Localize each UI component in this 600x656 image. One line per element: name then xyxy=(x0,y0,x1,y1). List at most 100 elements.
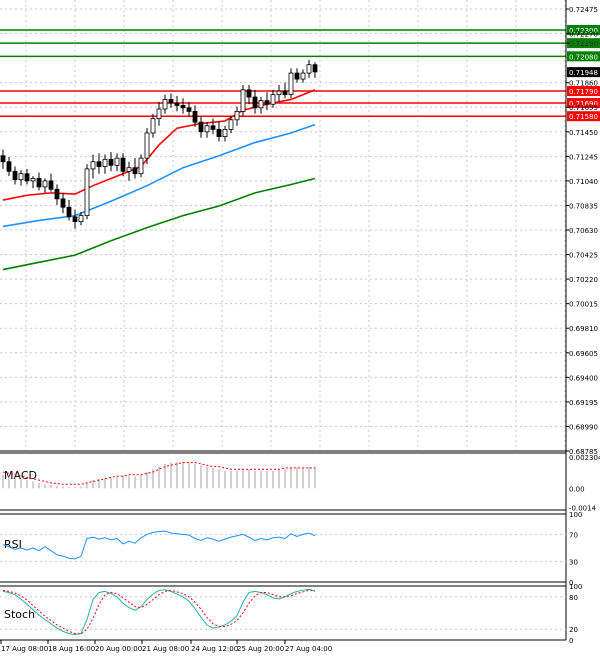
candle-body xyxy=(264,100,270,105)
price-tick-label: 0.71040 xyxy=(569,178,598,186)
candle-body xyxy=(156,108,162,120)
candle-body xyxy=(216,128,222,137)
time-tick-label: 17 Aug 08:00 xyxy=(1,645,48,653)
candle-body xyxy=(258,100,264,109)
candle-body xyxy=(288,72,294,96)
candle-body xyxy=(12,170,18,181)
candle-body xyxy=(54,188,60,200)
candle-body xyxy=(36,178,42,188)
candle-body xyxy=(192,111,198,123)
macd-tick-label: -0.0014 xyxy=(569,504,597,512)
price-tick-label: 0.72475 xyxy=(569,6,598,14)
stoch-tick-label: 100 xyxy=(569,583,582,591)
candle-body xyxy=(210,125,216,130)
time-tick-label: 24 Aug 12:00 xyxy=(191,645,238,653)
candle-body xyxy=(120,157,126,172)
price-tick-label: 0.70220 xyxy=(569,276,598,284)
price-tick-label: 0.72270 xyxy=(569,31,598,39)
last-price-label: 0.71948 xyxy=(569,69,598,77)
candle-body xyxy=(138,157,144,175)
price-tick-label: 0.69400 xyxy=(569,374,598,382)
candle-body xyxy=(30,178,36,182)
price-tick-label: 0.69195 xyxy=(569,399,598,407)
price-tick-label: 0.71655 xyxy=(569,104,598,112)
candle-body xyxy=(228,119,234,130)
level-label: 0.71690 xyxy=(569,100,598,108)
level-label-box xyxy=(567,86,600,97)
level-label: 0.72300 xyxy=(569,27,598,35)
candle-body xyxy=(90,161,96,170)
level-label: 0.71790 xyxy=(569,88,598,96)
candle-body xyxy=(168,99,174,104)
candle-body xyxy=(312,64,318,73)
ma-line xyxy=(2,123,316,228)
candle-body xyxy=(186,107,192,112)
candle-body xyxy=(6,161,12,172)
rsi-line xyxy=(2,530,316,560)
price-tick-label: 0.70015 xyxy=(569,301,598,309)
level-label: 0.72190 xyxy=(569,40,598,48)
stoch-signal-line xyxy=(2,589,315,635)
level-label: 0.71580 xyxy=(569,113,598,121)
candle-body xyxy=(234,111,240,121)
macd-tick-label: 0.00 xyxy=(569,485,585,493)
candle-body xyxy=(276,90,282,96)
price-tick-label: 0.70835 xyxy=(569,202,598,210)
rsi-tick-label: 70 xyxy=(569,531,578,539)
price-tick-label: 0.69605 xyxy=(569,350,598,358)
candle-body xyxy=(108,158,114,166)
candles xyxy=(0,59,318,229)
price-tick-label: 0.70425 xyxy=(569,252,598,260)
time-tick-label: 27 Aug 04:00 xyxy=(285,645,332,653)
candle-body xyxy=(126,167,132,172)
candle-body xyxy=(60,198,66,208)
candle-body xyxy=(42,180,48,188)
price-tick-label: 0.71450 xyxy=(569,129,598,137)
candle-body xyxy=(150,118,156,134)
candle-body xyxy=(174,102,180,106)
level-lines: 0.72300 0.72190 0.72080 0.71790 0.71690 0.715… xyxy=(0,24,600,122)
rsi-pane: RSI 100 70 30 0 xyxy=(0,511,582,587)
price-tick-label: 0.71245 xyxy=(569,153,598,161)
stoch-main-line xyxy=(2,588,316,636)
grid xyxy=(0,0,566,452)
candle-body xyxy=(270,94,276,105)
candle-body xyxy=(294,72,300,80)
price-tick-label: 0.72190 xyxy=(569,40,598,48)
candle-body xyxy=(306,64,312,74)
candle-body xyxy=(252,96,258,109)
candle-body xyxy=(114,157,120,166)
candle-body xyxy=(180,105,186,109)
candle-body xyxy=(0,155,6,163)
macd-signal-line xyxy=(2,462,315,485)
candle-body xyxy=(282,90,288,96)
candle-body xyxy=(246,89,252,98)
price-pane-background xyxy=(0,0,566,451)
rsi-tick-label: 30 xyxy=(569,559,578,567)
level-label: 0.72080 xyxy=(569,53,598,61)
last-price-box xyxy=(567,67,600,78)
pane-frames xyxy=(0,450,566,641)
time-tick-label: 21 Aug 08:00 xyxy=(142,645,189,653)
price-tick-label: 0.70630 xyxy=(569,227,598,235)
macd-tick-label: 0.002304 xyxy=(569,454,600,462)
time-tick-label: 25 Aug 20:00 xyxy=(237,645,284,653)
candle-body xyxy=(300,72,306,80)
candle-body xyxy=(102,158,108,167)
stoch-tick-label: 80 xyxy=(569,594,578,602)
candle-body xyxy=(66,206,72,218)
candle-body xyxy=(198,121,204,133)
rsi-title: RSI xyxy=(4,538,22,551)
candle-body xyxy=(72,216,78,223)
level-label-box xyxy=(567,98,600,109)
time-axis: 17 Aug 08:00 18 Aug 16:00 20 Aug 00:00 21 A… xyxy=(0,640,332,653)
stoch-tick-label: 20 xyxy=(569,626,578,634)
level-label-box xyxy=(567,111,600,122)
price-tick-label: 0.69810 xyxy=(569,325,598,333)
candle-body xyxy=(132,167,138,175)
candle-body xyxy=(222,128,228,137)
candle-body xyxy=(96,161,102,167)
stoch-tick-label: 0 xyxy=(569,637,573,645)
candle-body xyxy=(18,173,24,181)
